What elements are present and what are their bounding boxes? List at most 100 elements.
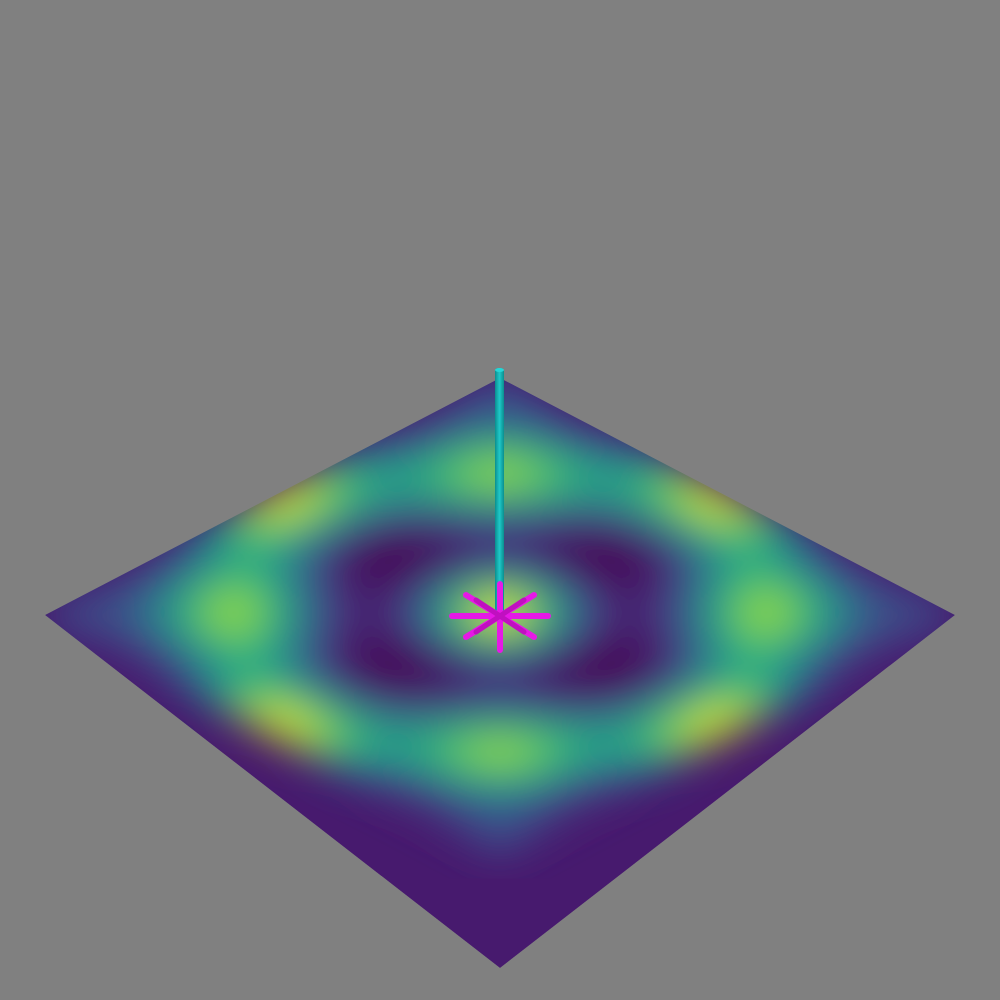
surface-cell xyxy=(779,649,818,670)
surface-cell xyxy=(125,649,164,670)
surface-cell xyxy=(538,642,576,662)
surface-cell xyxy=(595,760,633,781)
surface-cell xyxy=(694,723,732,744)
surface-cell xyxy=(666,649,704,670)
asterisk-marker-icon[interactable] xyxy=(449,581,551,653)
surface-cell xyxy=(552,768,590,788)
surface-cell xyxy=(339,760,377,781)
surface-cell xyxy=(836,649,875,670)
surface-cell xyxy=(566,523,605,544)
surface-cell xyxy=(495,768,533,788)
surface-cell xyxy=(538,523,576,544)
surface-cell xyxy=(580,531,619,551)
surface-cell xyxy=(268,723,306,744)
surface-cell xyxy=(595,642,633,662)
surface-cell xyxy=(424,657,462,677)
surface-cell xyxy=(367,523,405,544)
surface-cell xyxy=(495,649,533,670)
surface-cell xyxy=(495,412,533,433)
surface-cell xyxy=(97,605,135,625)
surface-cell xyxy=(253,642,292,662)
surface-cell xyxy=(339,464,377,485)
surface-cell xyxy=(339,494,377,514)
surface-cell xyxy=(395,760,434,781)
surface-cell xyxy=(367,760,405,781)
surface-cell xyxy=(310,538,349,559)
surface-cell xyxy=(353,531,391,551)
surface-cell xyxy=(282,657,320,677)
surface-cell xyxy=(737,523,775,544)
surface-cell xyxy=(580,649,619,670)
surface-cell xyxy=(680,657,718,677)
surface-cell xyxy=(708,597,747,618)
surface-cell xyxy=(538,775,576,796)
surface-cell xyxy=(651,523,690,544)
surface-cell xyxy=(552,649,590,670)
surface-cell xyxy=(708,494,747,514)
surface-cell xyxy=(694,649,732,670)
surface-cell xyxy=(566,760,605,781)
surface-cell xyxy=(196,642,235,662)
surface-cell xyxy=(424,538,462,559)
surface-cell xyxy=(353,768,391,788)
surface-cell xyxy=(737,538,775,559)
surface-cell xyxy=(140,657,178,677)
surface-cell xyxy=(538,760,576,781)
surface-cell xyxy=(381,649,420,670)
surface-cell xyxy=(907,612,946,633)
surface-cell xyxy=(452,538,491,559)
surface-cell xyxy=(253,523,292,544)
surface-cell xyxy=(310,657,349,677)
surface-cell xyxy=(196,538,235,559)
surface-cell xyxy=(822,657,860,677)
surface-cell xyxy=(395,642,434,662)
surface-cell xyxy=(225,523,263,544)
surface-cell xyxy=(680,523,718,544)
surface-cell xyxy=(225,657,263,677)
surface-cell xyxy=(324,649,363,670)
surface-cell xyxy=(481,760,519,781)
surface-cell xyxy=(282,642,320,662)
surface-cell xyxy=(595,775,633,796)
surface-cell xyxy=(410,457,448,477)
surface-cell xyxy=(623,523,661,544)
surface-cell xyxy=(523,412,562,433)
surface-cell xyxy=(353,649,391,670)
marker-arm-depth-b xyxy=(473,597,527,635)
surface-cell xyxy=(737,642,775,662)
surface-cell xyxy=(538,657,576,677)
surface-cell xyxy=(395,464,434,485)
surface-cell xyxy=(239,531,277,551)
surface-cell xyxy=(211,531,249,551)
surface-cell xyxy=(751,531,789,551)
surface-cell xyxy=(481,657,519,677)
surface-cell xyxy=(395,494,434,514)
surface-cell xyxy=(452,775,491,796)
surface-cell xyxy=(794,642,832,662)
surface-cell xyxy=(310,642,349,662)
surface-cell xyxy=(410,768,448,788)
surface-cell xyxy=(708,657,747,677)
surface-cell xyxy=(225,642,263,662)
surface-cell xyxy=(509,420,548,440)
surface-cell xyxy=(438,649,477,670)
surface-cell xyxy=(324,605,363,625)
surface-cell xyxy=(395,523,434,544)
surface-cell xyxy=(182,649,221,670)
surface-cell xyxy=(509,538,548,559)
surface-cell xyxy=(438,531,477,551)
surface-cell xyxy=(794,657,832,677)
surface-cell xyxy=(580,768,619,788)
surface-cell xyxy=(253,657,292,677)
surface-cell xyxy=(623,538,661,559)
surface-cell xyxy=(410,605,448,625)
surface-cell xyxy=(268,649,306,670)
surface-cell xyxy=(324,531,363,551)
surface-cell xyxy=(296,649,334,670)
surface-cell xyxy=(367,642,405,662)
pole xyxy=(495,368,504,618)
surface-cell xyxy=(552,531,590,551)
pole-cap xyxy=(495,368,504,372)
